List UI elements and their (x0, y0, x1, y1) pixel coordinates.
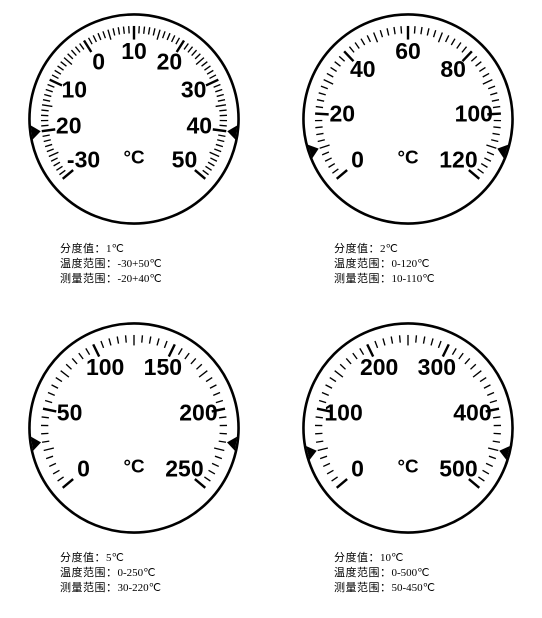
svg-text:120: 120 (439, 146, 477, 172)
cell-g1: -30201001020304050°C 分度值：1℃ 温度范围：-30+50℃… (0, 0, 268, 309)
svg-text:250: 250 (165, 455, 203, 481)
caption-measrange-label: 测量范围： (334, 582, 392, 594)
svg-text:50: 50 (57, 399, 83, 425)
caption-g3: 分度值：5℃ 温度范围：0-250℃ 测量范围：30-220℃ (60, 551, 161, 596)
gauge-g4: 0 100 200 300 400 500 °C (293, 313, 523, 543)
caption-temprange-value: 0-120℃ (392, 258, 430, 270)
svg-text:20: 20 (157, 49, 183, 75)
cell-g3: 0 50100 150 200 250 °C 分度值：5℃ 温度范围：0-250℃ 测量范… (0, 309, 268, 618)
svg-text:°C: °C (397, 456, 419, 477)
svg-text:40: 40 (187, 113, 213, 139)
caption-division-value: 10℃ (380, 552, 403, 564)
svg-text:100: 100 (86, 354, 124, 380)
gauge-grid: -30201001020304050°C 分度值：1℃ 温度范围：-30+50℃… (0, 0, 542, 618)
svg-text:500: 500 (439, 455, 477, 481)
caption-measrange-value: 50-450℃ (392, 582, 436, 594)
caption-temprange-label: 温度范围： (60, 567, 118, 579)
caption-division-label: 分度值： (60, 243, 106, 255)
svg-text:10: 10 (121, 38, 147, 64)
svg-text:30: 30 (181, 76, 207, 102)
caption-temprange-label: 温度范围： (334, 258, 392, 270)
svg-text:0: 0 (77, 455, 90, 481)
cell-g2: 0 20 40 60 80 100 120 °C 分度值：2℃ 温度范围：0-120℃ 测量范… (274, 0, 542, 309)
gauge-g2: 0 20 40 60 80 100 120 °C (293, 4, 523, 234)
caption-division-label: 分度值： (334, 243, 380, 255)
svg-text:10: 10 (62, 76, 88, 102)
caption-division-value: 2℃ (380, 243, 398, 255)
svg-text:40: 40 (350, 56, 376, 82)
svg-text:°C: °C (123, 147, 145, 168)
svg-text:200: 200 (179, 399, 217, 425)
caption-division-value: 1℃ (106, 243, 124, 255)
svg-text:400: 400 (453, 399, 491, 425)
caption-g4: 分度值：10℃ 温度范围：0-500℃ 测量范围：50-450℃ (334, 551, 435, 596)
caption-temprange-label: 温度范围： (60, 258, 118, 270)
svg-text:0: 0 (351, 455, 364, 481)
caption-g1: 分度值：1℃ 温度范围：-30+50℃ 测量范围：-20+40℃ (60, 242, 162, 287)
svg-text:°C: °C (397, 147, 419, 168)
svg-text:0: 0 (351, 146, 364, 172)
svg-text:200: 200 (360, 354, 398, 380)
caption-temprange-value: 0-500℃ (392, 567, 430, 579)
cell-g4: 0 100 200 300 400 500 °C 分度值：10℃ 温度范围：0-500℃ 测… (274, 309, 542, 618)
caption-measrange-label: 测量范围： (60, 582, 118, 594)
svg-text:60: 60 (395, 38, 421, 64)
svg-text:50: 50 (172, 146, 198, 172)
caption-division-label: 分度值： (60, 552, 106, 564)
caption-measrange-label: 测量范围： (60, 273, 118, 285)
caption-measrange-label: 测量范围： (334, 273, 392, 285)
svg-text:°C: °C (123, 456, 145, 477)
svg-text:0: 0 (92, 49, 105, 75)
caption-division-label: 分度值： (334, 552, 380, 564)
svg-text:-30: -30 (67, 146, 100, 172)
svg-text:100: 100 (324, 399, 362, 425)
caption-measrange-value: 10-110℃ (392, 273, 435, 285)
svg-text:100: 100 (455, 100, 493, 126)
caption-division-value: 5℃ (106, 552, 124, 564)
caption-temprange-value: -30+50℃ (118, 258, 162, 270)
svg-text:150: 150 (144, 354, 182, 380)
svg-text:20: 20 (56, 113, 82, 139)
svg-text:300: 300 (418, 354, 456, 380)
caption-temprange-value: 0-250℃ (118, 567, 156, 579)
caption-temprange-label: 温度范围： (334, 567, 392, 579)
caption-measrange-value: -20+40℃ (118, 273, 162, 285)
svg-text:20: 20 (329, 100, 355, 126)
caption-g2: 分度值：2℃ 温度范围：0-120℃ 测量范围：10-110℃ (334, 242, 435, 287)
caption-measrange-value: 30-220℃ (118, 582, 162, 594)
gauge-g1: -30201001020304050°C (19, 4, 249, 234)
svg-text:80: 80 (440, 56, 466, 82)
gauge-g3: 0 50100 150 200 250 °C (19, 313, 249, 543)
